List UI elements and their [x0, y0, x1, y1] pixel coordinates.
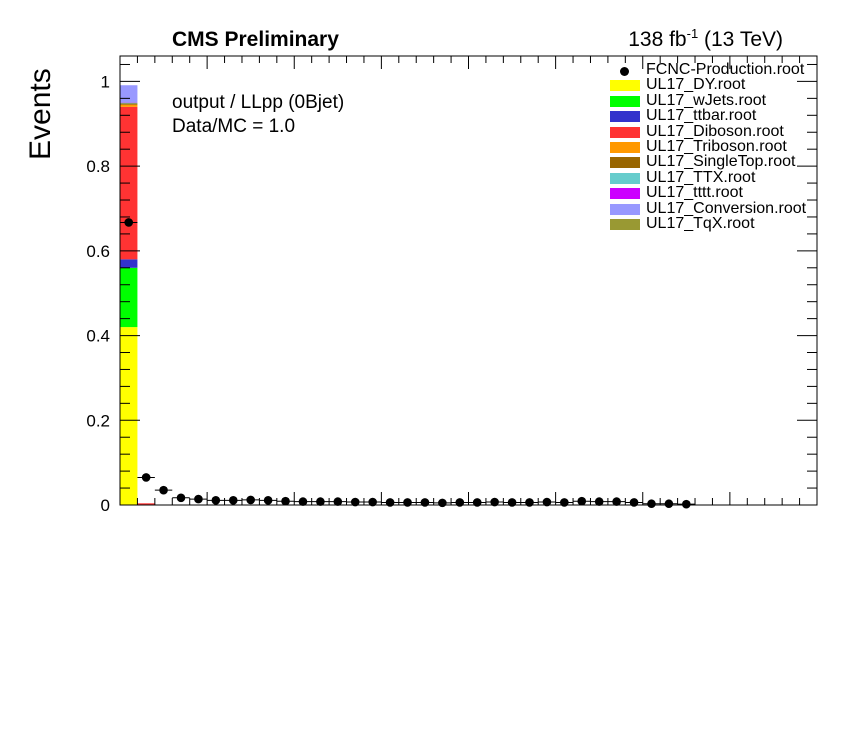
- legend-swatch: [610, 203, 640, 215]
- legend-entry: UL17_Diboson.root: [610, 122, 850, 141]
- legend-label: UL17_Diboson.root: [646, 122, 784, 140]
- stack-bar-ul17-ttx-root-bin-0: [120, 102, 138, 104]
- data-point-21: [490, 497, 499, 507]
- y-tick-label: 0.8: [86, 157, 110, 176]
- data-points: [120, 218, 696, 509]
- lumi-energy: (13 TeV): [698, 28, 783, 51]
- legend-label: UL17_TqX.root: [646, 214, 755, 232]
- data-point-6: [228, 496, 238, 505]
- y-tick-label: 0: [101, 496, 110, 515]
- data-point-11: [316, 497, 325, 506]
- legend-swatch: [610, 172, 640, 184]
- data-point-10: [298, 497, 308, 506]
- stack-bar-ul17-ttbar-root-bin-0: [120, 259, 138, 268]
- legend-entry: UL17_TTX.root: [610, 168, 850, 187]
- data-point-30: [647, 499, 656, 509]
- legend-entry: UL17_ttbar.root: [610, 107, 850, 125]
- legend: FCNC-Production.root UL17_DY.root UL17_wJe…: [610, 61, 850, 233]
- legend-label: UL17_Triboson.root: [646, 137, 787, 155]
- axes-frame: 0 0.2 0.4 0.6 0.8 1: [86, 55, 818, 515]
- stack-bar-ul17-wjets-root-bin-0: [120, 267, 138, 328]
- data-point-1: [141, 473, 151, 482]
- legend-swatch: [610, 126, 640, 138]
- y-axis-label: Events: [24, 68, 57, 160]
- legend-label: UL17_DY.root: [646, 76, 746, 94]
- data-point-2: [159, 485, 168, 495]
- data-point-5: [211, 496, 221, 505]
- data-mc-ratio-label: Data/MC = 1.0: [172, 116, 296, 137]
- data-point-18: [438, 498, 447, 508]
- legend-entry: UL17_Conversion.root: [610, 199, 850, 218]
- legend-entry: UL17_TqX.root: [610, 214, 850, 233]
- region-label: output / LLpp (0Bjet): [172, 92, 345, 113]
- legend-swatch: [610, 80, 640, 92]
- legend-swatch: [610, 218, 640, 230]
- legend-label: UL17_TTX.root: [646, 168, 756, 186]
- stack-bar-ul17-conversion-root-bin-0: [120, 85, 138, 103]
- legend-swatch: [610, 111, 640, 123]
- data-point-31: [664, 499, 674, 509]
- data-point-7: [246, 495, 255, 505]
- y-tick-label: 0.4: [86, 327, 110, 346]
- legend-entry: FCNC-Production.root: [610, 61, 850, 79]
- data-point-27: [594, 497, 604, 506]
- data-point-14: [368, 497, 377, 507]
- lumi-value: 138 fb: [628, 28, 687, 51]
- legend-label: UL17_SingleTop.root: [646, 153, 796, 171]
- data-point-13: [350, 497, 360, 507]
- y-tick-label: 0.2: [86, 411, 110, 430]
- legend-label: FCNC-Production.root: [646, 61, 805, 78]
- data-point-24: [542, 497, 552, 507]
- data-point-12: [333, 497, 343, 506]
- legend-swatch: [610, 141, 640, 153]
- legend-label: UL17_wJets.root: [646, 91, 767, 109]
- stack-bar-ul17-singletop-root-bin-0: [120, 103, 138, 105]
- legend-label: UL17_Conversion.root: [646, 199, 807, 217]
- legend-label: UL17_ttbar.root: [646, 107, 757, 125]
- cms-title: CMS Preliminary: [172, 28, 339, 51]
- stack-bar-ul17-dy-root-bin-0: [120, 327, 138, 505]
- data-point-9: [281, 496, 290, 506]
- legend-entry: UL17_DY.root: [610, 76, 850, 94]
- lumi-label: 138 fb-1 (13 TeV): [628, 26, 783, 52]
- y-tick-label: 1: [101, 72, 110, 91]
- legend-swatch: [610, 95, 640, 107]
- data-point-4: [194, 494, 203, 504]
- data-point-0: [124, 218, 134, 227]
- data-point-8: [263, 496, 273, 505]
- stack-bar-ul17-triboson-root-bin-0: [120, 104, 138, 107]
- legend-entry: UL17_wJets.root: [610, 91, 850, 110]
- legend-swatch: [610, 157, 640, 169]
- legend-entry: UL17_tttt.root: [610, 184, 850, 202]
- legend-swatch: [610, 188, 640, 200]
- data-point-3: [176, 493, 186, 503]
- stacked-histogram: [120, 85, 155, 505]
- legend-entry: UL17_SingleTop.root: [610, 153, 850, 171]
- legend-entry: UL17_Triboson.root: [610, 137, 850, 156]
- data-point-32: [682, 499, 691, 509]
- y-tick-label: 0.6: [86, 242, 110, 261]
- stack-bar-ul17-diboson-root-bin-1: [137, 503, 155, 505]
- legend-swatch: [610, 65, 640, 78]
- data-point-26: [577, 496, 587, 506]
- lumi-exponent: -1: [686, 26, 699, 41]
- data-point-28: [612, 497, 621, 506]
- legend-label: UL17_tttt.root: [646, 184, 743, 202]
